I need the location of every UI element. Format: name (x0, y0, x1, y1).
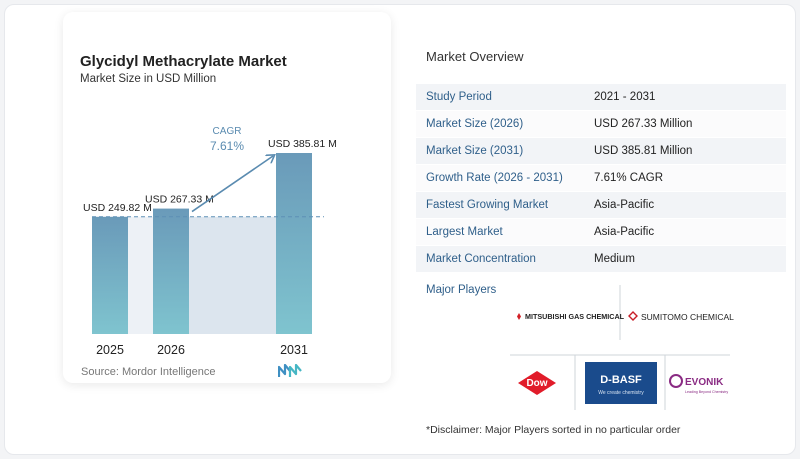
overview-row: Market Concentration Medium (416, 246, 786, 273)
chart-subtitle: Market Size in USD Million (80, 73, 217, 85)
overview-label: Market Size (2031) (426, 145, 524, 157)
overview-value: 7.61% CAGR (594, 172, 664, 184)
mordor-logo-icon (278, 364, 302, 377)
source-text: Source: Mordor Intelligence (81, 366, 216, 378)
overview-row: Market Size (2031) USD 385.81 Million (416, 138, 786, 165)
x-tick-2025: 2025 (96, 343, 124, 357)
overview-label: Study Period (426, 91, 492, 103)
overview-value: USD 267.33 Million (594, 118, 693, 130)
cagr-arrow (191, 156, 273, 213)
value-label-2031: USD 385.81 M (268, 138, 337, 150)
overview-row: Growth Rate (2026 - 2031) 7.61% CAGR (416, 165, 786, 192)
cagr-value: 7.61% (210, 139, 244, 153)
overview-row: Study Period 2021 - 2031 (416, 84, 786, 111)
overview-value: Asia-Pacific (594, 226, 655, 238)
major-players-grid: MITSUBISHI GAS CHEMICAL SUMITOMO CHEMICA… (510, 285, 734, 410)
overview-row: Fastest Growing Market Asia-Pacific (416, 192, 786, 219)
overview-value: 2021 - 2031 (594, 91, 656, 103)
overview-row: Market Size (2026) USD 267.33 Million (416, 111, 786, 138)
dow-logo: Dow (518, 371, 556, 395)
value-label-2025: USD 249.82 M (83, 202, 152, 214)
evonik-logo: EVONIK Leading Beyond Chemistry (669, 374, 728, 394)
x-tick-2026: 2026 (157, 343, 185, 357)
value-label-2026: USD 267.33 M (145, 194, 214, 206)
mitsubishi-gas-chemical-logo: MITSUBISHI GAS CHEMICAL (517, 312, 625, 321)
growth-band (189, 216, 276, 334)
overview-title: Market Overview (426, 49, 524, 64)
mitsubishi-label: MITSUBISHI GAS CHEMICAL (525, 312, 625, 321)
disclaimer-text: *Disclaimer: Major Players sorted in no … (426, 424, 681, 436)
overview-table: Study Period 2021 - 2031 Market Size (20… (416, 84, 786, 273)
dow-label: Dow (526, 378, 547, 389)
overview-label: Market Size (2026) (426, 118, 524, 130)
evonik-label: EVONIK (685, 377, 724, 388)
bar-2026 (153, 208, 189, 334)
bar-2031 (276, 153, 312, 334)
overview-value: USD 385.81 Million (594, 145, 693, 157)
overview-row: Largest Market Asia-Pacific (416, 219, 786, 246)
overview-label: Fastest Growing Market (426, 199, 549, 211)
chart-title: Glycidyl Methacrylate Market (80, 53, 287, 70)
growth-band (128, 216, 153, 334)
overview-label: Largest Market (426, 226, 503, 238)
overview-value: Asia-Pacific (594, 199, 655, 211)
evonik-tagline: Leading Beyond Chemistry (685, 390, 728, 394)
cagr-label: CAGR (213, 126, 242, 137)
basf-tagline: We create chemistry (598, 390, 644, 396)
major-players-title: Major Players (426, 284, 497, 296)
overview-label: Growth Rate (2026 - 2031) (426, 172, 563, 184)
overview-value: Medium (594, 253, 635, 265)
bar-2025 (92, 216, 128, 334)
overview-label: Market Concentration (426, 253, 536, 265)
basf-label: D-BASF (600, 374, 642, 386)
sumitomo-label: SUMITOMO CHEMICAL (641, 312, 734, 322)
basf-logo: D-BASF We create chemistry (585, 362, 657, 404)
chart-card: Glycidyl Methacrylate Market Market Size… (63, 12, 391, 383)
x-tick-2031: 2031 (280, 343, 308, 357)
sumitomo-chemical-logo: SUMITOMO CHEMICAL (628, 311, 734, 322)
